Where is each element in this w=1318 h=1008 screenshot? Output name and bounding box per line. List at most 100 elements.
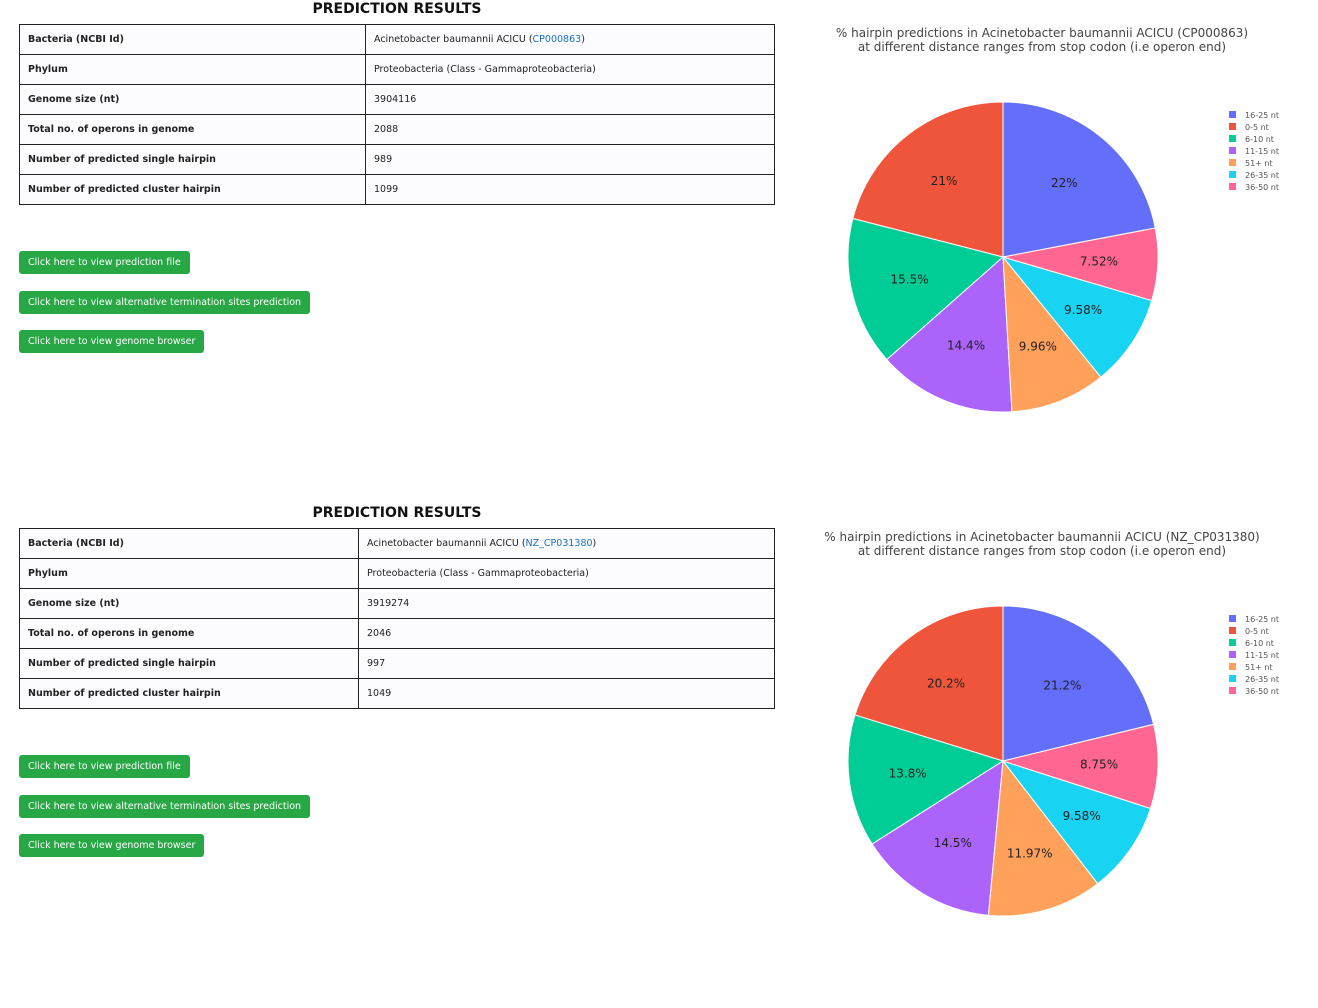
table-row: Phylum Proteobacteria (Class - Gammaprote… [19, 558, 775, 589]
cell-text: 2088 [374, 124, 399, 135]
key-cell: Genome size (nt) [19, 84, 366, 115]
legend-swatch [1229, 111, 1236, 118]
legend-swatch [1229, 675, 1236, 682]
chart-title: % hairpin predictions in Acinetobacter b… [836, 26, 1248, 40]
results-table: Bacteria (NCBI Id) Acinetobacter baumanni… [19, 528, 775, 709]
chart-title: at different distance ranges from stop c… [858, 544, 1226, 558]
cell-text: Genome size (nt) [28, 94, 120, 105]
legend-swatch [1229, 147, 1236, 154]
legend-label: 11-15 nt [1245, 147, 1279, 156]
action-button[interactable]: Click here to view genome browser [19, 330, 205, 353]
result-section: PREDICTION RESULTS Bacteria (NCBI Id) Acin… [19, 1, 1279, 413]
cell-text: 3919274 [367, 598, 410, 609]
action-button[interactable]: Click here to view alternative terminati… [19, 290, 311, 314]
cell-text: Phylum [28, 568, 68, 579]
pie-slice [1002, 227, 1159, 302]
key-cell: Phylum [19, 54, 366, 85]
cell-text: Acinetobacter baumannii ACICU ( [367, 538, 526, 549]
key-cell: Number of predicted cluster hairpin [19, 174, 366, 205]
table-row: Bacteria (NCBI Id) Acinetobacter baumanni… [19, 528, 775, 559]
cell-text: Number of predicted single hairpin [28, 154, 216, 165]
accession-link[interactable]: NZ_CP031380 [525, 538, 593, 549]
legend-swatch [1229, 663, 1236, 670]
legend-label: 11-15 nt [1245, 651, 1279, 660]
key-cell: Phylum [19, 558, 359, 589]
table-row: Genome size (nt) 3919274 [19, 588, 775, 619]
pie-slice [852, 101, 1004, 258]
pie-chart: % hairpin predictions in Acinetobacter b… [836, 26, 1279, 413]
slice-label: 20.2% [927, 677, 965, 691]
chart-title: at different distance ranges from stop c… [858, 40, 1226, 54]
legend-swatch [1229, 615, 1236, 622]
action-button[interactable]: Click here to view prediction file [19, 251, 190, 274]
legend-label: 6-10 nt [1245, 135, 1274, 144]
table-row: Bacteria (NCBI Id) Acinetobacter baumanni… [19, 24, 775, 55]
table-row: Number of predicted cluster hairpin 1099 [19, 174, 775, 205]
slice-label: 8.75% [1080, 757, 1118, 771]
legend-swatch [1229, 135, 1236, 142]
slice-label: 9.58% [1063, 809, 1101, 823]
cell-text: Proteobacteria (Class - Gammaproteobacte… [374, 64, 596, 75]
legend-swatch [1229, 171, 1236, 178]
cell-text: Phylum [28, 64, 68, 75]
slice-label: 11.97% [1007, 846, 1053, 860]
value-cell: 3919274 [358, 588, 775, 619]
key-cell: Number of predicted cluster hairpin [19, 678, 359, 709]
pie-slice [886, 255, 1013, 413]
result-section: PREDICTION RESULTS Bacteria (NCBI Id) Acin… [0, 504, 1318, 1008]
value-cell: 1049 [358, 678, 775, 709]
pie-slice [1002, 255, 1102, 413]
cell-text: 2046 [367, 628, 392, 639]
slice-label: 9.96% [1019, 340, 1057, 354]
cell-text: Total no. of operons in genome [28, 628, 195, 639]
legend-swatch [1229, 639, 1236, 646]
accession-link[interactable]: CP000863 [532, 34, 582, 45]
slice-label: 13.8% [889, 767, 927, 781]
results-table: Bacteria (NCBI Id) Acinetobacter baumanni… [19, 24, 775, 205]
legend-label: 6-10 nt [1245, 639, 1274, 648]
key-cell: Number of predicted single hairpin [19, 144, 366, 175]
value-cell: Proteobacteria (Class - Gammaproteobacte… [365, 54, 775, 85]
chart-title: % hairpin predictions in Acinetobacter b… [824, 530, 1259, 544]
section-title: PREDICTION RESULTS [312, 1, 482, 17]
action-button[interactable]: Click here to view alternative terminati… [19, 794, 311, 818]
table-row: Genome size (nt) 3904116 [19, 84, 775, 115]
table-row: Number of predicted single hairpin 997 [19, 648, 775, 679]
cell-text: 997 [367, 658, 386, 669]
value-cell: 997 [358, 648, 775, 679]
action-button[interactable]: Click here to view genome browser [19, 834, 205, 857]
pie-slice [854, 605, 1004, 762]
cell-text: 1049 [367, 688, 392, 699]
pie-slice [1001, 256, 1153, 378]
section-title: PREDICTION RESULTS [312, 505, 482, 521]
key-cell: Number of predicted single hairpin [19, 648, 359, 679]
cell-text: 989 [374, 154, 393, 165]
pie-slice [847, 714, 1005, 845]
cell-text: ) [592, 538, 597, 549]
legend-label: 51+ nt [1245, 663, 1273, 672]
action-button[interactable]: Click here to view prediction file [19, 755, 190, 778]
pie-slice [1002, 605, 1155, 762]
legend-swatch [1229, 651, 1236, 658]
cell-text: Number of predicted cluster hairpin [28, 184, 221, 195]
legend-label: 51+ nt [1245, 159, 1273, 168]
pie-slice [1002, 101, 1156, 258]
slice-label: 14.4% [947, 339, 985, 353]
key-cell: Total no. of operons in genome [19, 618, 359, 649]
cell-text: Bacteria (NCBI Id) [28, 34, 124, 45]
cell-text: Acinetobacter baumannii ACICU ( [374, 34, 533, 45]
cell-text: Proteobacteria (Class - Gammaproteobacte… [367, 568, 589, 579]
cell-text: Bacteria (NCBI Id) [28, 538, 124, 549]
value-cell: Proteobacteria (Class - Gammaproteobacte… [358, 558, 775, 589]
cell-text: Number of predicted cluster hairpin [28, 688, 221, 699]
legend-swatch [1229, 123, 1236, 130]
cell-text: Total no. of operons in genome [28, 124, 195, 135]
legend-label: 0-5 nt [1245, 123, 1269, 132]
value-cell: 1099 [365, 174, 775, 205]
slice-label: 21% [931, 174, 958, 188]
key-cell: Total no. of operons in genome [19, 114, 366, 145]
cell-text: Genome size (nt) [28, 598, 120, 609]
pie-slice [1001, 723, 1159, 810]
page: (() => { const data = JSON.parse(documen… [19, 1, 1279, 916]
legend-label: 26-35 nt [1245, 171, 1279, 180]
